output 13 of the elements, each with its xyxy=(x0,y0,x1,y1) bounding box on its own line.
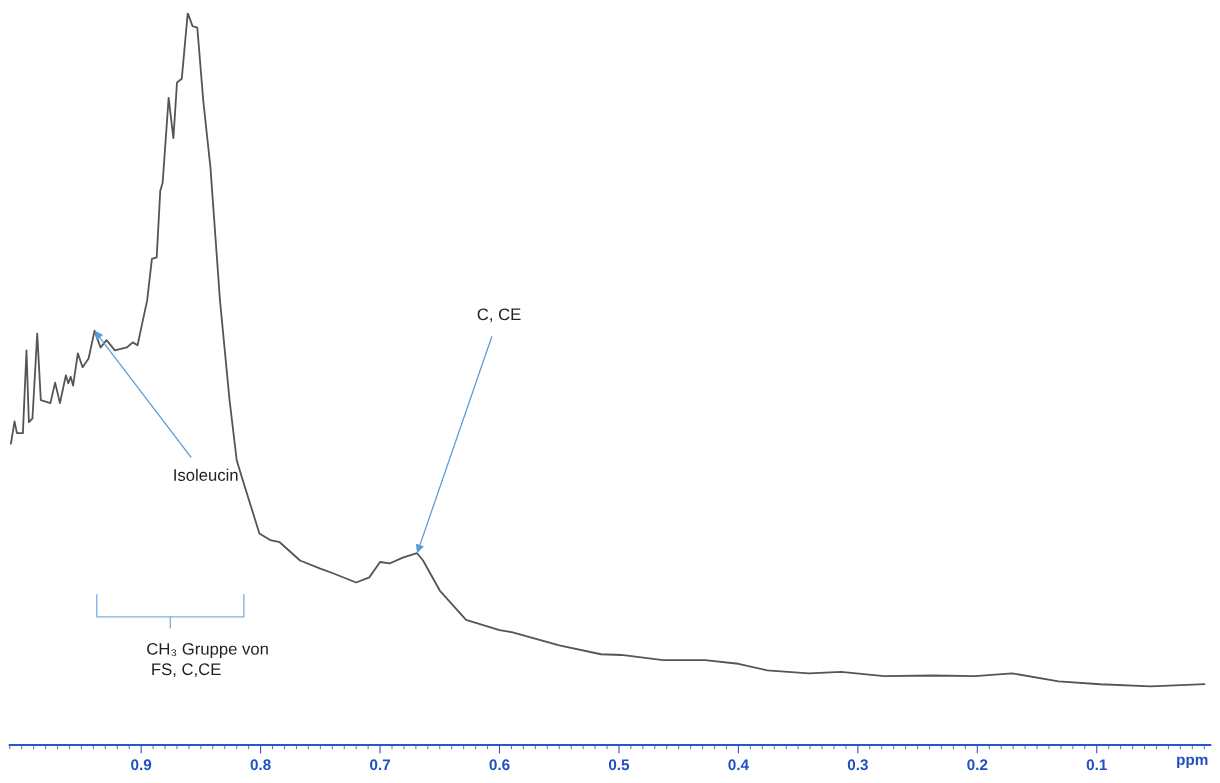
annotation: Isoleucin xyxy=(174,468,238,481)
x-tick-label: 0.3 xyxy=(847,759,868,771)
x-tick-label: 0.6 xyxy=(489,759,510,771)
annotation: C, CE xyxy=(477,308,521,323)
x-tick-label: 0.1 xyxy=(1086,759,1107,771)
annotation: CH₃ Gruppe von FS, C,CE xyxy=(147,642,268,678)
x-tick-label: 0.8 xyxy=(250,759,271,771)
x-tick-label: 0.2 xyxy=(967,759,988,771)
x-axis-title: ppm xyxy=(1177,756,1208,769)
x-tick-label: 0.5 xyxy=(608,759,630,771)
x-tick-label: 0.7 xyxy=(370,759,391,771)
x-tick-label: 0.4 xyxy=(728,759,749,771)
x-tick-label: 0.9 xyxy=(131,759,152,771)
